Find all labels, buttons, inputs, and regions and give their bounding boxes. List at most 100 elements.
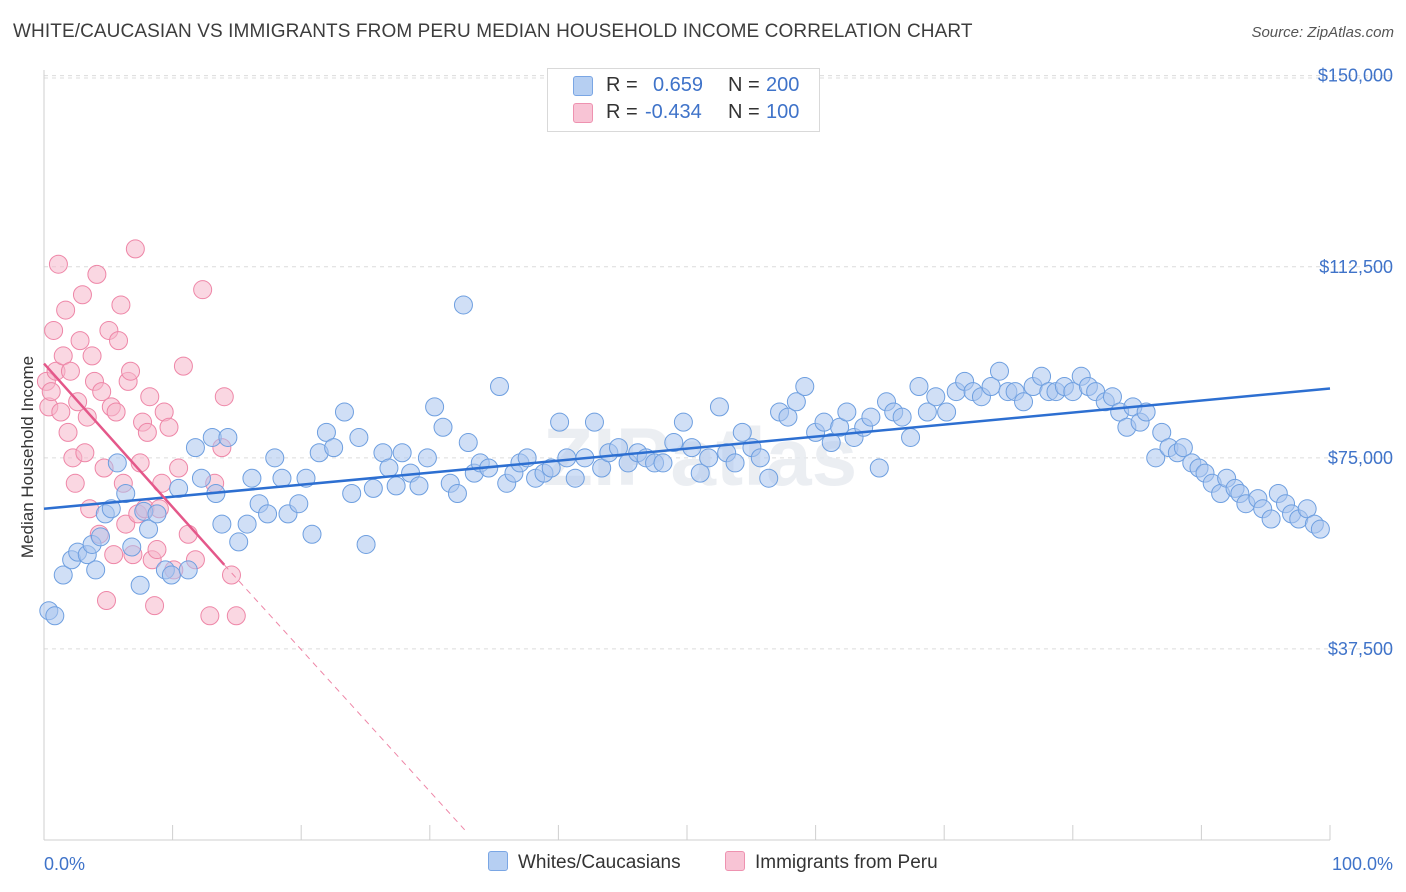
peru-point: [104, 545, 124, 565]
white-point: [1102, 387, 1122, 407]
white-point: [550, 412, 570, 432]
white-point: [316, 422, 336, 442]
white-point: [139, 519, 159, 539]
legend-row-peru: R = -0.434 N = 100: [548, 100, 819, 126]
n-label: N =: [728, 74, 760, 96]
white-point: [237, 514, 257, 534]
y-tick-labels: $37,500 $75,000 $112,500 $150,000: [1318, 66, 1393, 659]
white-point: [147, 504, 167, 524]
x-tick-label-max: 100.0%: [1332, 854, 1393, 874]
white-point: [584, 412, 604, 432]
white-points: [39, 295, 1330, 626]
white-point: [557, 448, 577, 468]
white-point: [265, 448, 285, 468]
white-trend-line: [43, 387, 1331, 511]
white-point: [926, 387, 946, 407]
peru-point: [137, 422, 157, 442]
peru-point: [44, 320, 64, 340]
y-tick-label: $75,000: [1328, 448, 1393, 468]
peru-point: [96, 591, 116, 611]
y-tick-label: $112,500: [1319, 257, 1393, 277]
white-point: [425, 397, 445, 417]
legend-label-peru: Immigrants from Peru: [755, 852, 938, 873]
white-point: [821, 433, 841, 453]
peru-point: [77, 407, 97, 427]
white-point: [690, 463, 710, 483]
white-point: [1014, 392, 1034, 412]
white-point: [122, 537, 142, 557]
white-point: [653, 453, 673, 473]
legend-swatch-blue: [573, 76, 593, 96]
white-point: [107, 453, 127, 473]
white-point: [45, 606, 65, 626]
white-point: [90, 527, 110, 547]
white-point: [229, 532, 249, 552]
r-value: 0.659: [653, 74, 704, 96]
peru-point: [70, 331, 90, 351]
white-point: [901, 427, 921, 447]
correlation-legend: R = 0.659 N = 200 R = -0.434 N = 100: [547, 68, 820, 132]
white-point: [837, 402, 857, 422]
white-point: [1032, 366, 1052, 386]
white-point: [917, 402, 937, 422]
legend-row-whites: R = 0.659 N = 200: [548, 73, 819, 99]
white-point: [242, 468, 262, 488]
white-point: [1173, 438, 1193, 458]
white-point: [1136, 402, 1156, 422]
white-point: [732, 422, 752, 442]
white-point: [1310, 519, 1330, 539]
chart-source: Source: ZipAtlas.com: [1251, 24, 1394, 41]
white-point: [356, 534, 376, 554]
legend-swatch-peru: [725, 851, 745, 871]
r-label: R =: [606, 101, 638, 123]
white-point: [892, 407, 912, 427]
white-point: [869, 458, 889, 478]
white-point: [750, 448, 770, 468]
peru-point: [178, 524, 198, 544]
grid-lines: [44, 75, 1392, 650]
peru-point: [169, 458, 189, 478]
peru-point: [51, 402, 71, 422]
white-point: [673, 412, 693, 432]
white-point: [116, 484, 136, 504]
peru-point: [106, 402, 126, 422]
white-point: [541, 458, 561, 478]
r-value: -0.434: [645, 101, 702, 123]
r-label: R =: [606, 74, 638, 96]
white-point: [453, 295, 473, 315]
legend-swatch-whites: [488, 851, 508, 871]
peru-point: [159, 417, 179, 437]
white-point: [272, 468, 292, 488]
y-tick-label: $150,000: [1318, 66, 1393, 86]
peru-point: [147, 540, 167, 560]
peru-point: [58, 422, 78, 442]
peru-point: [173, 356, 193, 376]
white-point: [324, 438, 344, 458]
white-point: [349, 427, 369, 447]
white-point: [363, 478, 383, 498]
x-tick-marks: [43, 825, 1331, 840]
white-point: [786, 392, 806, 412]
white-point: [53, 565, 73, 585]
peru-point: [60, 361, 80, 381]
peru-point: [87, 264, 107, 284]
white-point: [334, 402, 354, 422]
y-axis-label: Median Household Income: [18, 356, 37, 558]
peru-point: [200, 606, 220, 626]
white-point: [725, 453, 745, 473]
n-value: 200: [766, 74, 800, 96]
peru-point: [109, 331, 129, 351]
white-point: [130, 575, 150, 595]
white-point: [565, 468, 585, 488]
peru-point: [145, 596, 165, 616]
white-point: [417, 448, 437, 468]
white-point: [161, 565, 181, 585]
peru-point: [221, 565, 241, 585]
peru-point: [121, 361, 141, 381]
n-value: 100: [766, 101, 800, 123]
white-point: [830, 417, 850, 437]
peru-point: [125, 239, 145, 259]
white-point: [1146, 448, 1166, 468]
peru-point: [140, 387, 160, 407]
